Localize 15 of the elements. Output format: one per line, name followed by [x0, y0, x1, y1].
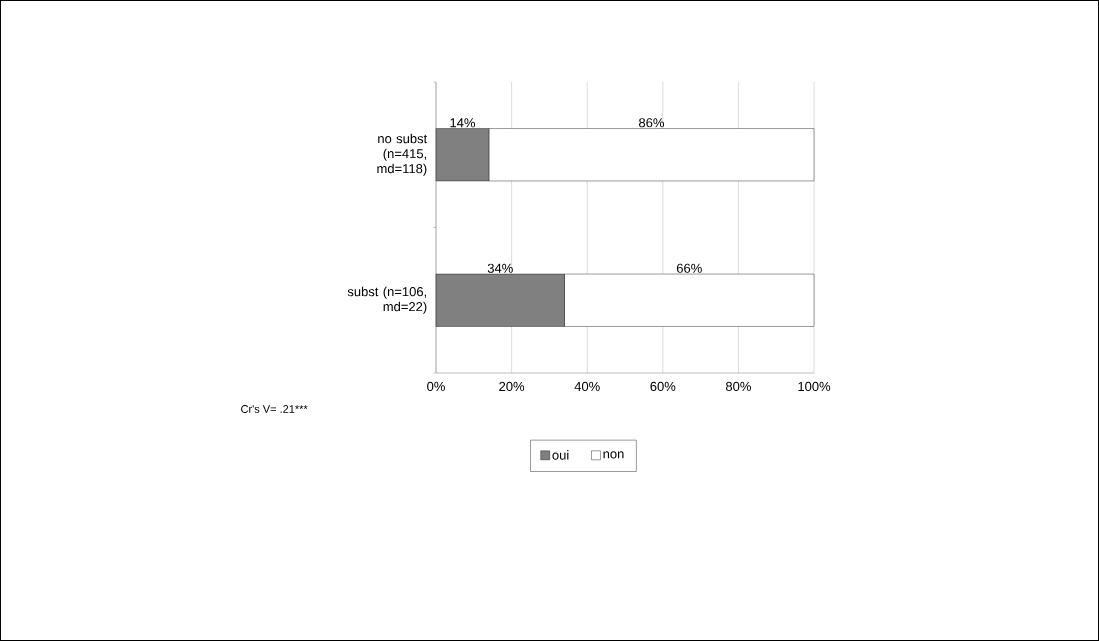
x-tick-label: 40%: [574, 381, 600, 391]
x-tick-label: 80%: [725, 381, 751, 391]
x-tick-label: 0%: [427, 381, 445, 391]
x-tick-label: 60%: [650, 381, 676, 391]
y-tick-label: subst (n=106, md=22): [347, 286, 427, 314]
data-label: 14%: [450, 118, 476, 128]
x-tick-label: 20%: [499, 381, 525, 391]
legend-label: non: [603, 451, 624, 459]
data-label: 66%: [676, 263, 702, 273]
y-tick-label: no subst (n=415, md=118): [377, 133, 428, 176]
data-label: 34%: [487, 263, 513, 273]
x-tick-label: 100%: [798, 381, 831, 391]
legend-label: oui: [552, 450, 569, 460]
text: Cr's V= .21***: [241, 405, 308, 413]
data-label: 86%: [639, 118, 665, 128]
